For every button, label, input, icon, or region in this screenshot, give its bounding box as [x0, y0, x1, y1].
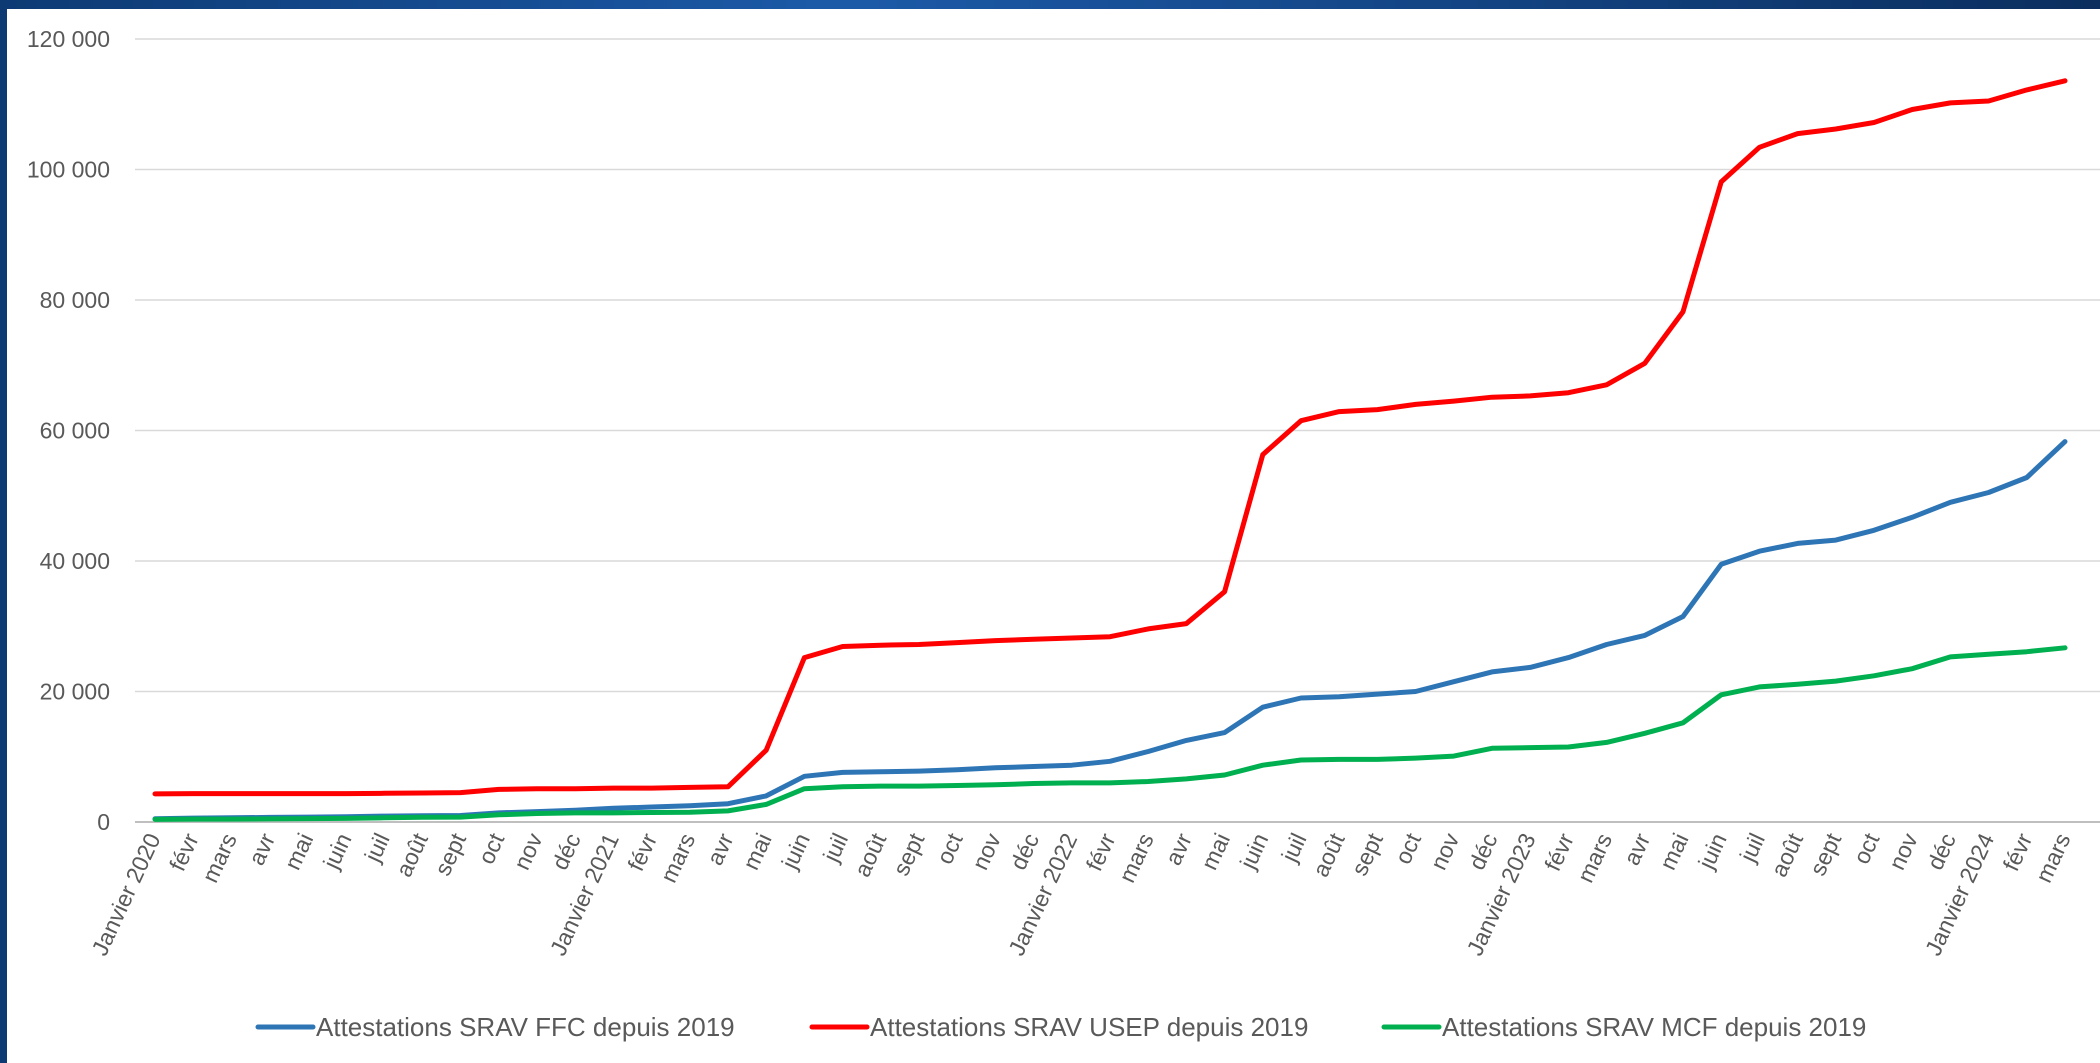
x-tick-label: mars — [197, 829, 242, 886]
x-tick-label: déc — [1922, 829, 1961, 874]
x-tick-label: juil — [1734, 829, 1770, 866]
x-tick-label: juil — [1276, 829, 1312, 866]
x-tick-label: avr — [1160, 829, 1197, 869]
x-tick-label: août — [1307, 829, 1350, 881]
legend-item: Attestations SRAV MCF depuis 2019 — [1381, 1012, 1866, 1042]
x-tick-label: juin — [1234, 829, 1273, 873]
chart-panel — [7, 9, 2100, 1063]
x-tick-label: mai — [1196, 829, 1235, 874]
legend-label: Attestations SRAV FFC depuis 2019 — [316, 1012, 735, 1042]
legend-item: Attestations SRAV USEP depuis 2019 — [809, 1012, 1308, 1042]
x-tick-label: oct — [1848, 829, 1885, 868]
x-tick-label: févr — [164, 829, 204, 875]
y-tick-label: 40 000 — [40, 548, 110, 574]
x-tick-label: mars — [2030, 829, 2075, 886]
x-tick-label: mars — [1572, 829, 1617, 886]
x-tick-label: oct — [473, 829, 510, 868]
legend-label: Attestations SRAV MCF depuis 2019 — [1442, 1012, 1866, 1042]
y-tick-label: 60 000 — [40, 418, 110, 444]
x-tick-label: juin — [317, 829, 356, 873]
series-line-2 — [152, 645, 2068, 822]
legend: Attestations SRAV FFC depuis 2019 Attesta… — [255, 1012, 1866, 1042]
x-tick-label: févr — [622, 829, 662, 875]
legend-item: Attestations SRAV FFC depuis 2019 — [255, 1012, 735, 1042]
gridlines — [135, 38, 2100, 823]
series-lines — [152, 78, 2068, 822]
y-tick-label: 0 — [97, 809, 110, 835]
x-tick-label: août — [1766, 829, 1809, 881]
x-tick-label: sept — [1804, 829, 1846, 880]
x-tick-label: nov — [1883, 829, 1922, 874]
x-tick-label: déc — [1463, 829, 1502, 874]
x-tick-label: avr — [1618, 829, 1655, 869]
series-line-0 — [152, 439, 2068, 822]
x-tick-label: mars — [655, 829, 700, 886]
x-tick-label: nov — [1425, 829, 1464, 874]
x-tick-label: juin — [1693, 829, 1732, 873]
y-tick-label: 100 000 — [27, 157, 110, 183]
x-tick-label: Janvier 2020 — [86, 829, 165, 959]
x-tick-label: août — [849, 829, 892, 881]
y-axis-ticks: 0 20 000 40 000 60 000 80 000 100 000 120 000 — [27, 26, 110, 835]
x-tick-label: mars — [1114, 829, 1159, 886]
x-tick-label: juil — [359, 829, 395, 866]
y-tick-label: 20 000 — [40, 679, 110, 705]
x-tick-label: sept — [1346, 829, 1388, 880]
x-tick-label: sept — [888, 829, 930, 880]
x-tick-label: juin — [776, 829, 815, 873]
x-tick-label: avr — [243, 829, 280, 869]
x-tick-label: avr — [701, 829, 738, 869]
x-tick-label: sept — [429, 829, 471, 880]
series-line-1 — [152, 78, 2068, 797]
x-tick-label: oct — [1390, 829, 1427, 868]
x-tick-label: déc — [546, 829, 585, 874]
x-tick-label: mai — [738, 829, 777, 874]
x-tick-label: nov — [508, 829, 547, 874]
x-tick-label: nov — [967, 829, 1006, 874]
x-tick-label: févr — [1081, 829, 1121, 875]
x-tick-label: mai — [1654, 829, 1693, 874]
x-tick-label: févr — [1539, 829, 1579, 875]
x-tick-label: août — [390, 829, 433, 881]
x-tick-label: mai — [279, 829, 318, 874]
legend-label: Attestations SRAV USEP depuis 2019 — [870, 1012, 1308, 1042]
x-tick-label: oct — [931, 829, 968, 868]
x-tick-label: déc — [1005, 829, 1044, 874]
y-tick-label: 120 000 — [27, 26, 110, 52]
y-tick-label: 80 000 — [40, 287, 110, 313]
x-tick-label: févr — [1998, 829, 2038, 875]
x-tick-label: juil — [817, 829, 853, 866]
